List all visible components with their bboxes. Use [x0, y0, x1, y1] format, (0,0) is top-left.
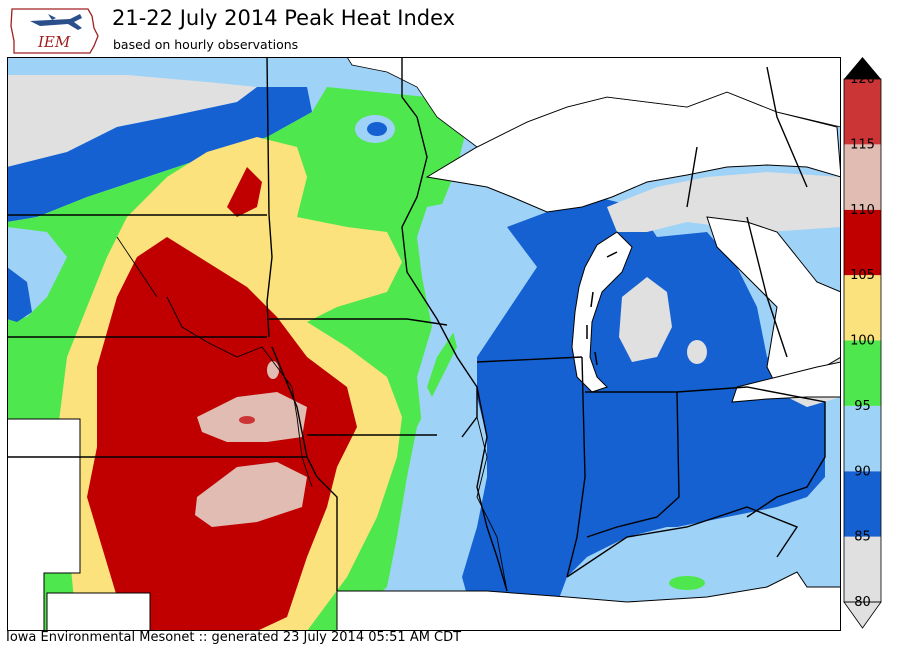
contour-80-85-northwest: [7, 75, 257, 167]
lake-erie: [731, 361, 841, 403]
map-title: 21-22 July 2014 Peak Heat Index: [112, 6, 456, 30]
map-frame: [7, 57, 841, 631]
legend-label-100: 100: [850, 334, 875, 349]
contour-95-100-southeast-spot: [669, 576, 705, 590]
legend-overflow-arrow: [844, 57, 881, 79]
legend-bin-105-110: [844, 209, 881, 276]
plane-icon: [30, 14, 82, 30]
legend-label-105: 105: [850, 268, 875, 283]
legend-bin-80-85: [844, 536, 881, 602]
footer-credit: Iowa Environmental Mesonet :: generated …: [6, 630, 462, 645]
outside-southeast: [336, 571, 841, 631]
contour-110-115-southern: [195, 462, 307, 527]
logo-text: IEM: [37, 33, 71, 51]
legend-label-110: 110: [850, 203, 875, 218]
legend-bin-90-95: [844, 405, 881, 472]
rivers: [116, 236, 508, 592]
contour-85-90-northwest: [7, 87, 312, 222]
legend-bin-100-105: [844, 275, 881, 341]
contour-85-90-east: [462, 197, 825, 631]
legend-label-115: 115: [850, 137, 875, 152]
legend-frame: [843, 78, 882, 603]
legend-label-85: 85: [854, 530, 871, 545]
legend-label-95: 95: [854, 399, 871, 414]
contour-90-95-southeast: [567, 507, 797, 631]
contour-80-85-michigan-spot: [687, 340, 707, 364]
legend-bin-95-100: [844, 340, 881, 406]
legend-bin-85-90: [844, 471, 881, 537]
contour-85-90-wisconsin-core: [367, 122, 387, 136]
outside-south: [46, 592, 151, 631]
outside-southwest: [7, 418, 81, 631]
state-boundaries: [7, 57, 826, 592]
legend-label-120: 120: [850, 72, 875, 87]
iem-logo: IEM: [10, 8, 99, 54]
legend-label-90: 90: [854, 464, 871, 479]
lake-shoreline-dashes: [586, 251, 618, 366]
color-legend: 80 85 90 95 100 105 110 115 120: [843, 57, 882, 629]
contour-115-120-spot: [239, 416, 255, 424]
map-subtitle: based on hourly observations: [113, 37, 299, 52]
contour-80-85-michigan: [619, 277, 672, 362]
heat-index-map: [7, 57, 841, 631]
legend-bin-110-115: [844, 144, 881, 210]
contour-110-115-small: [267, 361, 279, 379]
lake-michigan: [571, 231, 633, 393]
contour-80-85-upper-michigan: [607, 172, 841, 232]
legend-bin-115-120: [844, 79, 881, 145]
legend-label-80: 80: [854, 595, 871, 610]
contour-90-95-central: [387, 197, 547, 631]
great-lakes: [425, 91, 841, 403]
contour-85-90-western-spot: [7, 267, 32, 322]
contour-105-110-north-spot: [227, 167, 262, 217]
